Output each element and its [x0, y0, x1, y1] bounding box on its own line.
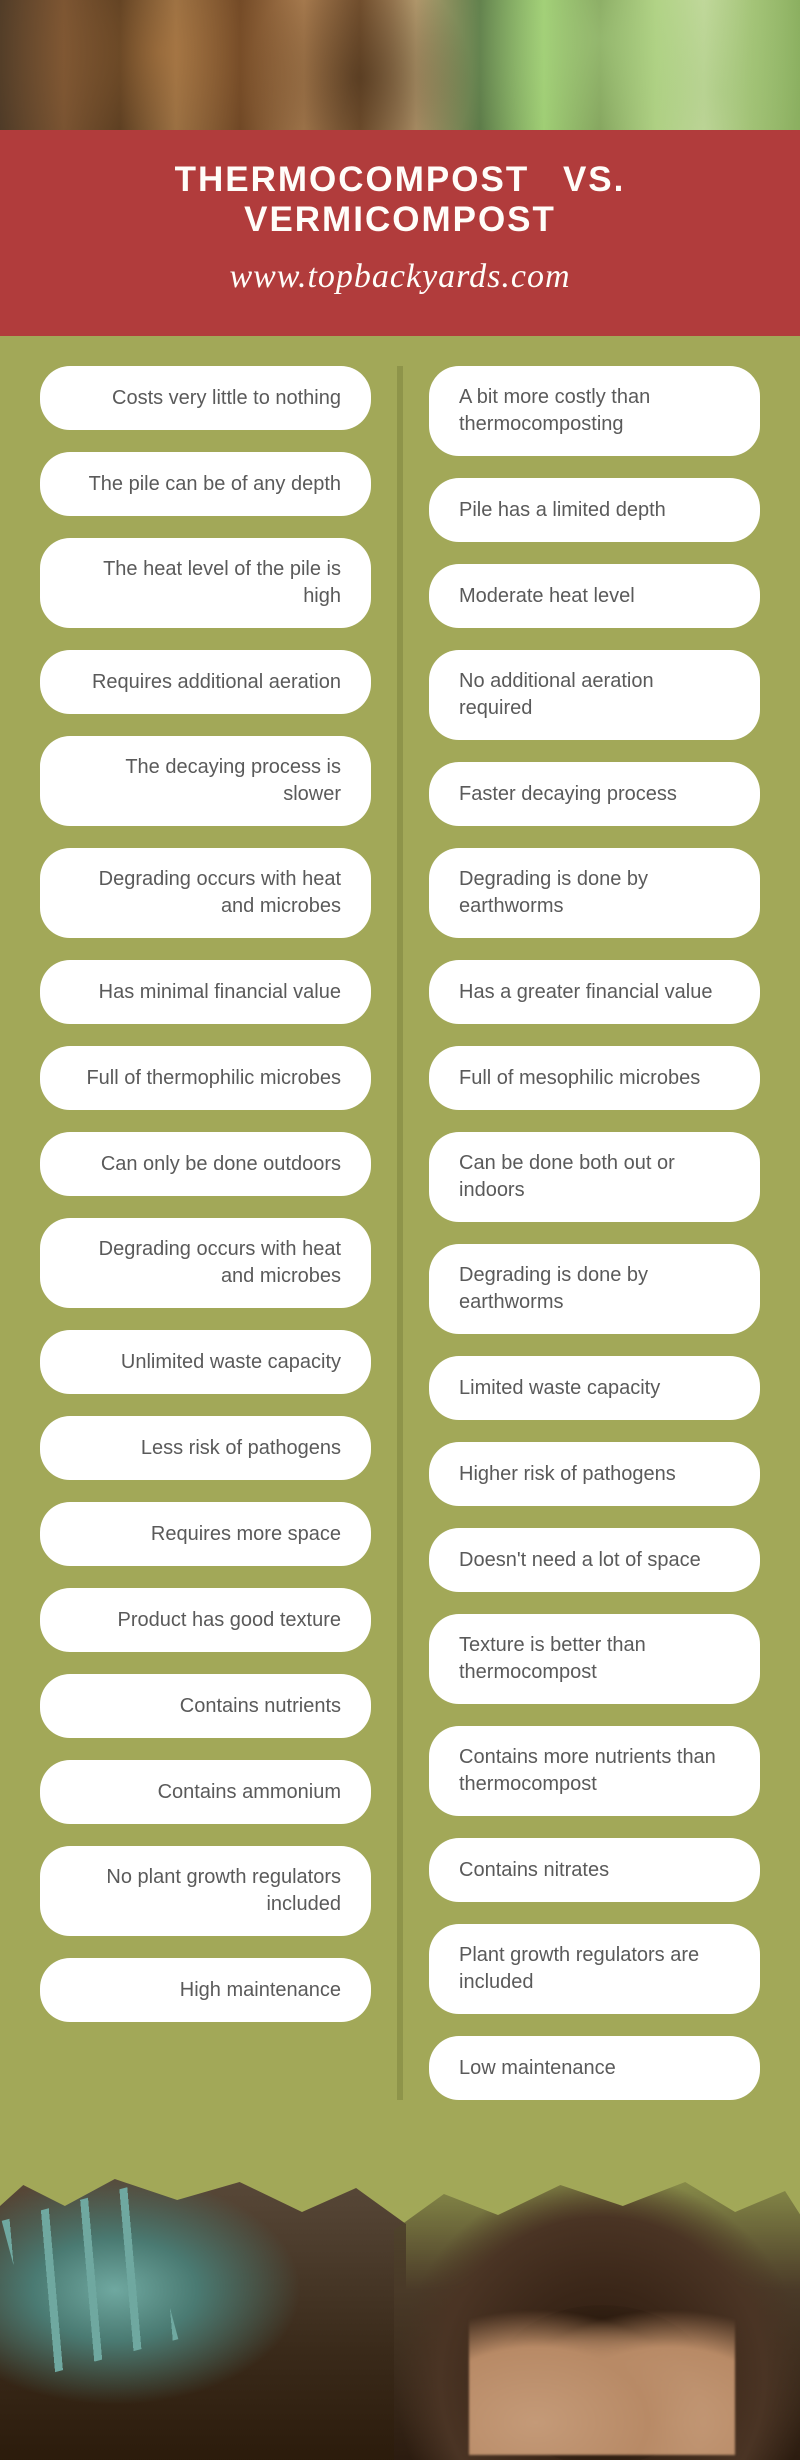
thermocompost-column: Costs very little to nothing The pile can… — [40, 366, 371, 2100]
comparison-pill: Has a greater financial value — [429, 960, 760, 1024]
comparison-pill: Full of thermophilic microbes — [40, 1046, 371, 1110]
comparison-pill: Higher risk of pathogens — [429, 1442, 760, 1506]
comparison-pill: Contains more nutrients than thermocompo… — [429, 1726, 760, 1816]
comparison-pill: No additional aeration required — [429, 650, 760, 740]
comparison-pill: Requires more space — [40, 1502, 371, 1566]
comparison-pill: Full of mesophilic microbes — [429, 1046, 760, 1110]
comparison-pill: The pile can be of any depth — [40, 452, 371, 516]
comparison-pill: Contains ammonium — [40, 1760, 371, 1824]
comparison-pill: A bit more costly than thermocomposting — [429, 366, 760, 456]
comparison-pill: Requires additional aeration — [40, 650, 371, 714]
comparison-pill: Pile has a limited depth — [429, 478, 760, 542]
hero-photo-band — [0, 0, 800, 130]
page-title: THERMOCOMPOST VS. VERMICOMPOST — [20, 160, 780, 240]
comparison-pill: Can only be done outdoors — [40, 1132, 371, 1196]
comparison-pill: Faster decaying process — [429, 762, 760, 826]
column-divider — [397, 366, 403, 2100]
comparison-pill: Plant growth regulators are included — [429, 1924, 760, 2014]
header-bar: THERMOCOMPOST VS. VERMICOMPOST www.topba… — [0, 130, 800, 336]
soil-fork-image — [0, 2170, 406, 2460]
comparison-pill: Texture is better than thermocompost — [429, 1614, 760, 1704]
comparison-pill: Contains nutrients — [40, 1674, 371, 1738]
comparison-pill: Less risk of pathogens — [40, 1416, 371, 1480]
comparison-pill: Moderate heat level — [429, 564, 760, 628]
comparison-pill: High maintenance — [40, 1958, 371, 2022]
vermicompost-column: A bit more costly than thermocomposting P… — [429, 366, 760, 2100]
footer-photo-band — [0, 2120, 800, 2460]
comparison-pill: Degrading occurs with heat and microbes — [40, 848, 371, 938]
comparison-pill: Degrading occurs with heat and microbes — [40, 1218, 371, 1308]
comparison-pill: The heat level of the pile is high — [40, 538, 371, 628]
comparison-pill: The decaying process is slower — [40, 736, 371, 826]
comparison-pill: Limited waste capacity — [429, 1356, 760, 1420]
comparison-pill: Doesn't need a lot of space — [429, 1528, 760, 1592]
hands-compost-image — [394, 2170, 800, 2460]
comparison-pill: No plant growth regulators included — [40, 1846, 371, 1936]
comparison-pill: Degrading is done by earthworms — [429, 848, 760, 938]
comparison-pill: Contains nitrates — [429, 1838, 760, 1902]
comparison-pill: Degrading is done by earthworms — [429, 1244, 760, 1334]
comparison-pill: Product has good texture — [40, 1588, 371, 1652]
comparison-pill: Has minimal financial value — [40, 960, 371, 1024]
site-url: www.topbackyards.com — [20, 258, 780, 296]
comparison-pill: Can be done both out or indoors — [429, 1132, 760, 1222]
comparison-columns: Costs very little to nothing The pile can… — [0, 336, 800, 2100]
comparison-pill: Low maintenance — [429, 2036, 760, 2100]
comparison-pill: Unlimited waste capacity — [40, 1330, 371, 1394]
comparison-pill: Costs very little to nothing — [40, 366, 371, 430]
